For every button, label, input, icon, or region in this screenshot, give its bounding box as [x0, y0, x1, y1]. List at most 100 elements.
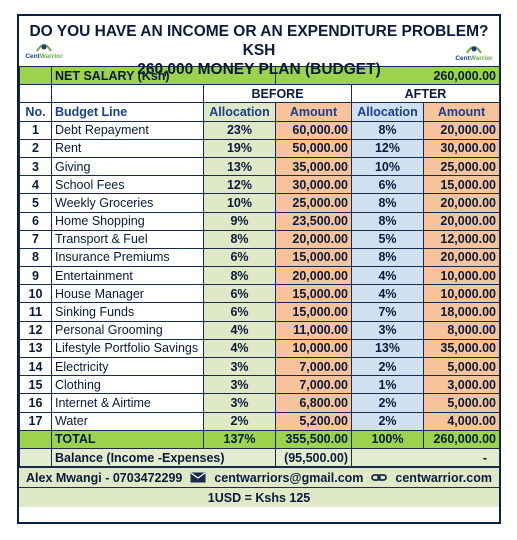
table-row: 4 School Fees 12% 30,000.00 6% 15,000.00	[19, 175, 500, 195]
row-before-allocation: 3%	[203, 393, 276, 413]
row-before-allocation: 12%	[203, 175, 276, 195]
row-before-allocation: 6%	[203, 284, 276, 304]
website-link[interactable]: centwarrior.com	[395, 470, 492, 485]
row-number: 12	[19, 320, 52, 340]
table-row: 2 Rent 19% 50,000.00 12% 30,000.00	[19, 138, 500, 158]
row-budget-line: Personal Grooming	[51, 320, 204, 340]
row-budget-line: Electricity	[51, 356, 204, 377]
row-before-allocation: 2%	[203, 411, 276, 431]
table-row: 14 Electricity 3% 7,000.00 2% 5,000.00	[19, 356, 500, 377]
row-number: 17	[19, 411, 52, 431]
title-line-2: 260,000 MONEY PLAN (BUDGET)	[137, 61, 381, 78]
row-number: 5	[19, 193, 52, 213]
row-after-amount: 20,000.00	[423, 211, 500, 231]
row-number: 8	[19, 247, 52, 268]
row-number: 14	[19, 356, 52, 377]
row-budget-line: Lifestyle Portfolio Savings	[51, 338, 204, 359]
row-before-amount: 20,000.00	[275, 229, 352, 249]
row-after-allocation: 10%	[351, 156, 424, 177]
table-row: 10 House Manager 6% 15,000.00 4% 10,000.00	[19, 284, 500, 304]
col-after-amount: Amount	[423, 102, 500, 122]
row-before-allocation: 9%	[203, 211, 276, 231]
row-budget-line: House Manager	[51, 284, 204, 304]
centwarrior-logo-left: CentWarrior	[21, 34, 67, 64]
row-before-amount: 7,000.00	[275, 375, 352, 395]
warrior-icon	[36, 43, 52, 52]
row-number: 6	[19, 211, 52, 231]
row-before-allocation: 10%	[203, 193, 276, 213]
row-after-amount: 8,000.00	[423, 320, 500, 340]
row-before-amount: 15,000.00	[275, 247, 352, 268]
row-after-allocation: 8%	[351, 247, 424, 268]
row-budget-line: Internet & Airtime	[51, 393, 204, 413]
col-before-amount: Amount	[275, 102, 352, 122]
exchange-rate: 1USD = Kshs 125	[19, 487, 499, 508]
row-before-amount: 35,000.00	[275, 156, 352, 177]
row-after-amount: 5,000.00	[423, 393, 500, 413]
table-row: 6 Home Shopping 9% 23,500.00 8% 20,000.00	[19, 211, 500, 231]
warrior-icon	[466, 45, 482, 54]
net-salary-row: NET SALARY (Ksh) 260,000.00	[19, 65, 500, 86]
row-after-amount: 10,000.00	[423, 266, 500, 286]
row-after-allocation: 2%	[351, 393, 424, 413]
table-row: 8 Insurance Premiums 6% 15,000.00 8% 20,000.0…	[19, 247, 500, 268]
row-budget-line: Giving	[51, 156, 204, 177]
email-icon	[190, 472, 206, 483]
row-after-allocation: 12%	[351, 138, 424, 158]
row-after-allocation: 2%	[351, 411, 424, 431]
balance-row: Balance (Income -Expenses) (95,500.00) -	[19, 447, 500, 468]
row-before-allocation: 23%	[203, 120, 276, 140]
row-number: 7	[19, 229, 52, 249]
row-number: 15	[19, 375, 52, 395]
row-budget-line: Rent	[51, 138, 204, 158]
table-row: 12 Personal Grooming 4% 11,000.00 3% 8,000.00	[19, 320, 500, 340]
total-label: TOTAL	[51, 429, 204, 449]
budget-sheet: DO YOU HAVE AN INCOME OR AN EXPENDITURE …	[17, 14, 501, 524]
table-row: 3 Giving 13% 35,000.00 10% 25,000.00	[19, 156, 500, 177]
balance-after: -	[351, 447, 500, 468]
row-after-allocation: 6%	[351, 175, 424, 195]
row-before-allocation: 4%	[203, 338, 276, 359]
row-before-amount: 20,000.00	[275, 266, 352, 286]
table-row: 15 Clothing 3% 7,000.00 1% 3,000.00	[19, 375, 500, 395]
row-after-allocation: 5%	[351, 229, 424, 249]
row-before-allocation: 4%	[203, 320, 276, 340]
row-before-allocation: 6%	[203, 302, 276, 322]
row-number: 11	[19, 302, 52, 322]
total-before-amount: 355,500.00	[275, 429, 352, 449]
total-row: TOTAL 137% 355,500.00 100% 260,000.00	[19, 429, 500, 449]
row-budget-line: School Fees	[51, 175, 204, 195]
col-after-allocation: Allocation	[351, 102, 424, 122]
row-after-allocation: 2%	[351, 356, 424, 377]
col-no: No.	[19, 102, 52, 122]
row-number: 9	[19, 266, 52, 286]
row-budget-line: Weekly Groceries	[51, 193, 204, 213]
row-number: 2	[19, 138, 52, 158]
row-budget-line: Clothing	[51, 375, 204, 395]
contact-footer: Alex Mwangi - 0703472299 centwarriors@gm…	[19, 467, 499, 488]
net-salary-label: NET SALARY (Ksh)	[51, 65, 276, 86]
group-header-row: BEFORE AFTER	[19, 84, 500, 104]
row-number: 3	[19, 156, 52, 177]
row-before-amount: 11,000.00	[275, 320, 352, 340]
title-line-1: DO YOU HAVE AN INCOME OR AN EXPENDITURE …	[29, 23, 489, 59]
row-before-amount: 30,000.00	[275, 175, 352, 195]
row-before-allocation: 6%	[203, 247, 276, 268]
author-contact: Alex Mwangi - 0703472299	[26, 470, 183, 485]
row-after-allocation: 4%	[351, 284, 424, 304]
row-budget-line: Sinking Funds	[51, 302, 204, 322]
row-after-allocation: 13%	[351, 338, 424, 359]
group-after: AFTER	[351, 84, 500, 104]
row-after-allocation: 8%	[351, 120, 424, 140]
row-after-amount: 3,000.00	[423, 375, 500, 395]
centwarrior-logo-right: CentWarrior	[451, 36, 497, 66]
sheet-title: DO YOU HAVE AN INCOME OR AN EXPENDITURE …	[19, 16, 499, 78]
row-before-allocation: 3%	[203, 375, 276, 395]
budget-rows: 1 Debt Repayment 23% 60,000.00 8% 20,000.00 2 R…	[19, 120, 500, 431]
row-before-allocation: 8%	[203, 266, 276, 286]
total-before-allocation: 137%	[203, 429, 276, 449]
row-budget-line: Home Shopping	[51, 211, 204, 231]
table-row: 17 Water 2% 5,200.00 2% 4,000.00	[19, 411, 500, 431]
email-link[interactable]: centwarriors@gmail.com	[214, 470, 364, 485]
row-before-amount: 15,000.00	[275, 302, 352, 322]
